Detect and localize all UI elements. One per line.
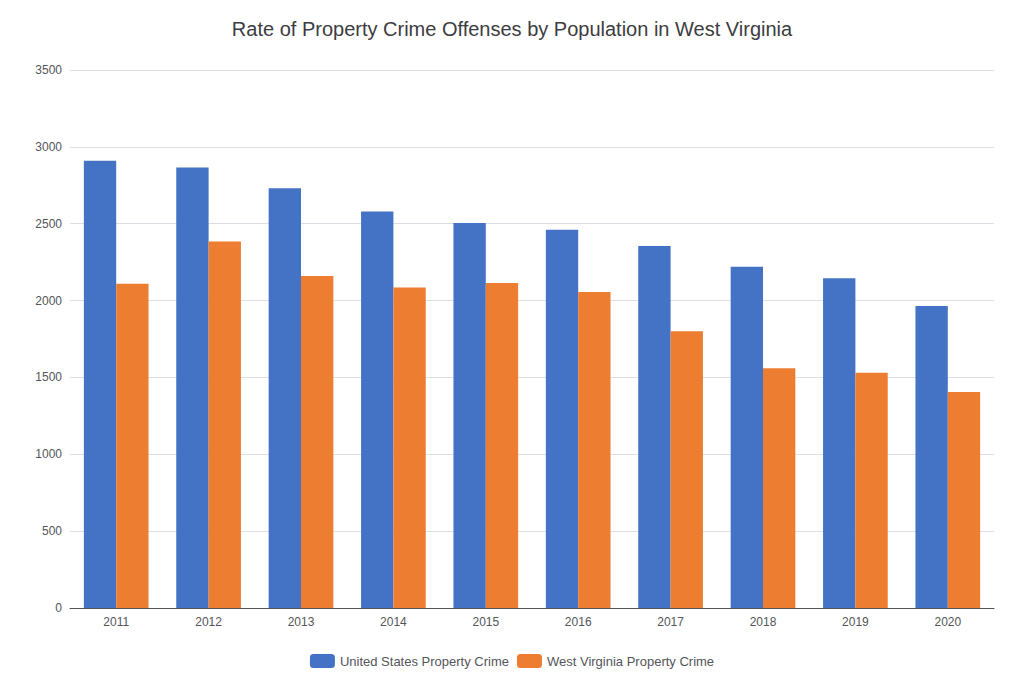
svg-text:2018: 2018	[750, 615, 777, 629]
svg-text:1000: 1000	[35, 447, 62, 461]
svg-text:500: 500	[42, 524, 62, 538]
svg-text:2020: 2020	[934, 615, 961, 629]
svg-text:United States Property Crime: United States Property Crime	[340, 654, 509, 669]
svg-text:3000: 3000	[35, 140, 62, 154]
svg-text:2014: 2014	[380, 615, 407, 629]
svg-text:0: 0	[55, 601, 62, 615]
svg-text:2013: 2013	[288, 615, 315, 629]
svg-text:2017: 2017	[657, 615, 684, 629]
svg-text:2016: 2016	[565, 615, 592, 629]
svg-text:2000: 2000	[35, 294, 62, 308]
svg-text:2012: 2012	[195, 615, 222, 629]
svg-text:Rate of Property Crime Offense: Rate of Property Crime Offenses by Popul…	[232, 18, 793, 40]
svg-text:2019: 2019	[842, 615, 869, 629]
svg-text:West Virginia Property Crime: West Virginia Property Crime	[547, 654, 714, 669]
svg-text:2011: 2011	[103, 615, 129, 629]
svg-text:2500: 2500	[35, 217, 62, 231]
svg-text:1500: 1500	[35, 370, 62, 384]
svg-text:3500: 3500	[35, 63, 62, 77]
svg-text:2015: 2015	[472, 615, 499, 629]
